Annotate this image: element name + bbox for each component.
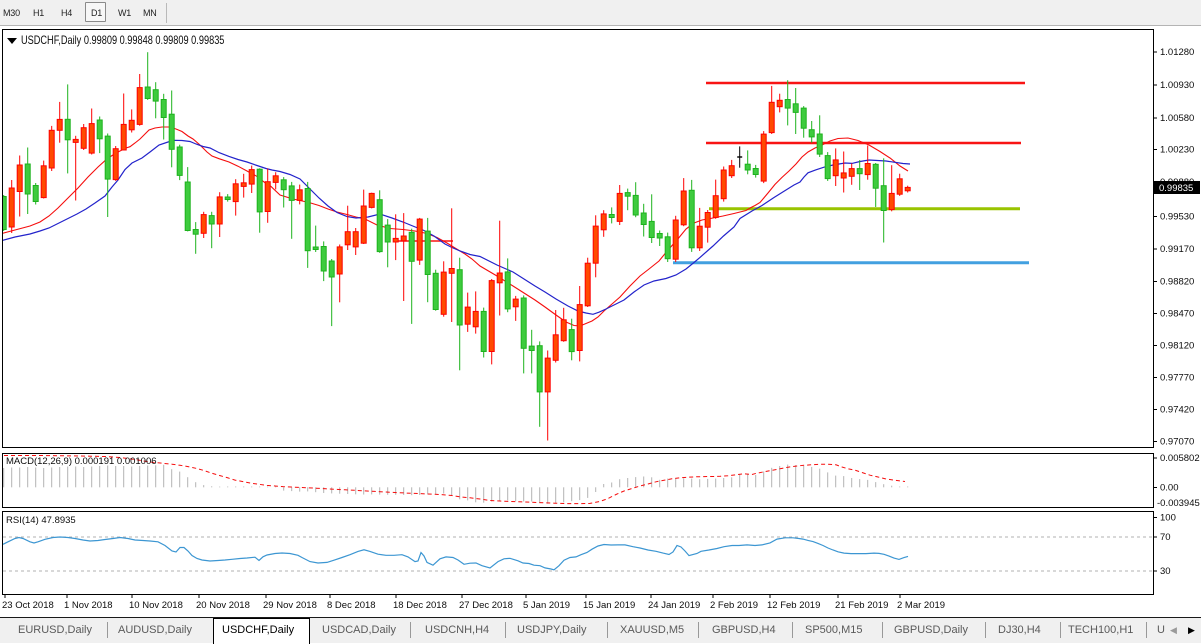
- svg-text:0.00: 0.00: [1160, 483, 1179, 494]
- svg-text:24 Jan 2019: 24 Jan 2019: [648, 600, 700, 611]
- svg-text:0.99170: 0.99170: [1160, 244, 1194, 255]
- svg-text:MACD(12,26,9) 0.000191 0.00100: MACD(12,26,9) 0.000191 0.001006: [6, 456, 157, 467]
- svg-text:1 Nov 2018: 1 Nov 2018: [64, 600, 113, 611]
- svg-text:30: 30: [1160, 566, 1171, 577]
- svg-text:0.005802: 0.005802: [1160, 453, 1200, 464]
- svg-text:1.00930: 1.00930: [1160, 80, 1194, 91]
- svg-text:USDCHF,Daily 0.99809 0.99848: USDCHF,Daily 0.99809 0.99848 0.99809 0.9…: [21, 35, 225, 47]
- svg-text:0.97070: 0.97070: [1160, 437, 1194, 448]
- svg-text:0.99835: 0.99835: [1159, 183, 1193, 194]
- svg-text:2 Feb 2019: 2 Feb 2019: [710, 600, 758, 611]
- svg-text:15 Jan 2019: 15 Jan 2019: [583, 600, 635, 611]
- svg-text:21 Feb 2019: 21 Feb 2019: [835, 600, 888, 611]
- svg-text:0.97770: 0.97770: [1160, 373, 1194, 384]
- svg-text:12 Feb 2019: 12 Feb 2019: [767, 600, 820, 611]
- svg-text:10 Nov 2018: 10 Nov 2018: [129, 600, 183, 611]
- svg-text:27 Dec 2018: 27 Dec 2018: [459, 600, 513, 611]
- svg-text:20 Nov 2018: 20 Nov 2018: [196, 600, 250, 611]
- svg-text:RSI(14) 47.8935: RSI(14) 47.8935: [6, 515, 76, 526]
- svg-text:0.98820: 0.98820: [1160, 277, 1194, 288]
- svg-text:8 Dec 2018: 8 Dec 2018: [327, 600, 376, 611]
- svg-text:5 Jan 2019: 5 Jan 2019: [523, 600, 570, 611]
- svg-text:-0.003945: -0.003945: [1157, 498, 1200, 509]
- svg-text:0.99530: 0.99530: [1160, 212, 1194, 223]
- svg-text:0.98120: 0.98120: [1160, 341, 1194, 352]
- svg-text:1.00580: 1.00580: [1160, 113, 1194, 124]
- svg-text:1.00230: 1.00230: [1160, 145, 1194, 156]
- svg-text:0.97420: 0.97420: [1160, 405, 1194, 416]
- svg-text:0.98470: 0.98470: [1160, 309, 1194, 320]
- svg-text:23 Oct 2018: 23 Oct 2018: [2, 600, 54, 611]
- svg-text:18 Dec 2018: 18 Dec 2018: [393, 600, 447, 611]
- svg-text:70: 70: [1160, 532, 1171, 543]
- svg-text:100: 100: [1160, 513, 1176, 524]
- svg-text:2 Mar 2019: 2 Mar 2019: [897, 600, 945, 611]
- svg-text:29 Nov 2018: 29 Nov 2018: [263, 600, 317, 611]
- svg-text:1.01280: 1.01280: [1160, 47, 1194, 58]
